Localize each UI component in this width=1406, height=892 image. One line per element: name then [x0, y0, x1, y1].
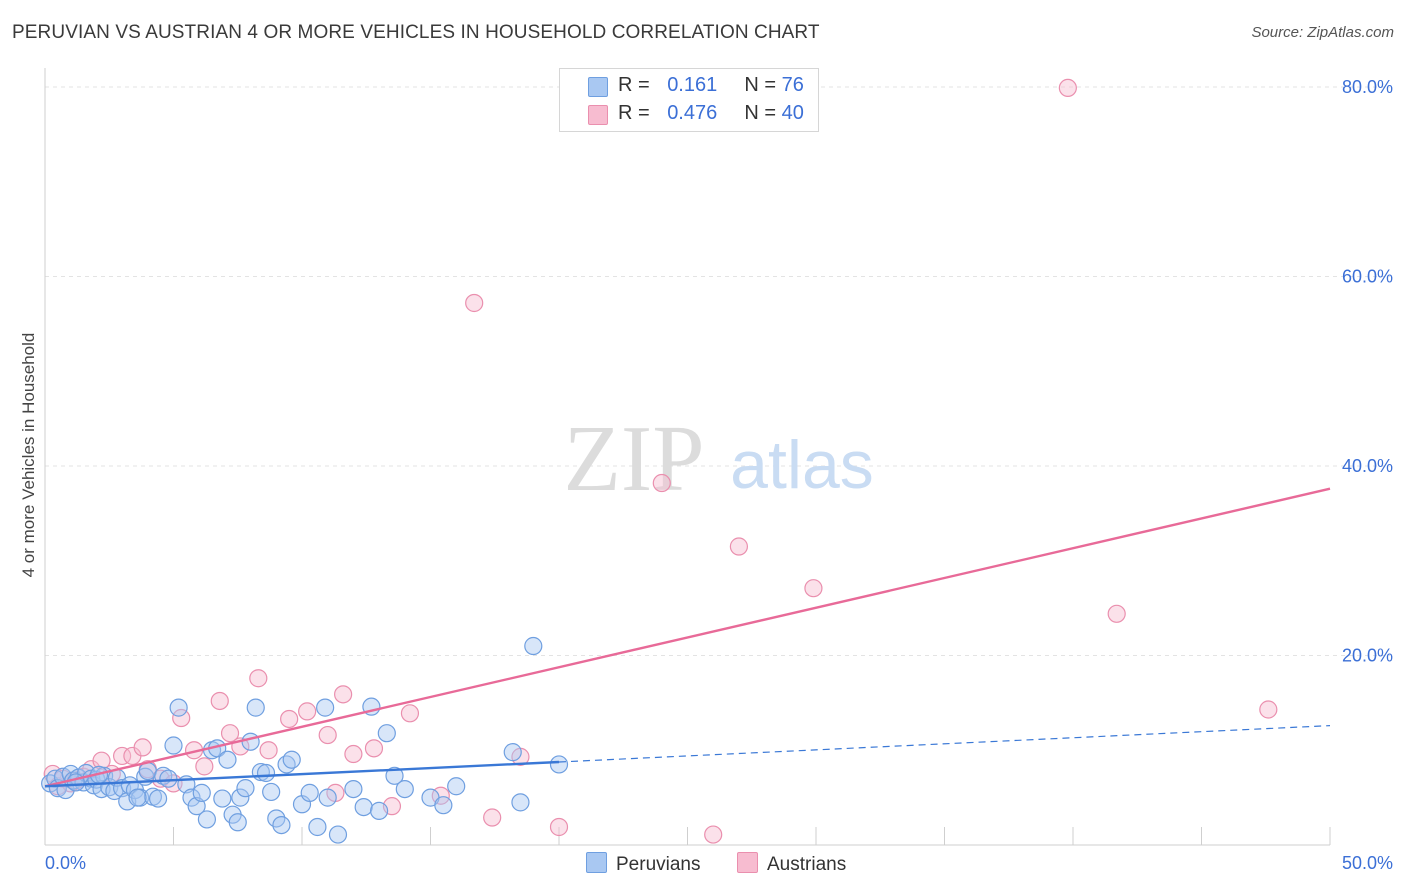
bottom-legend-swatch-peruvians: [586, 852, 607, 873]
austrian-point: [344, 744, 363, 764]
austrian-point: [280, 709, 299, 729]
legend-r-value: 0.161: [667, 74, 718, 96]
austrian-point: [92, 751, 111, 770]
peruvian-point: [511, 793, 530, 812]
peruvian-point: [231, 788, 250, 807]
austrian-point: [549, 817, 569, 837]
peruvian-point: [524, 636, 543, 656]
austrian-point: [465, 293, 484, 313]
peruvian-point: [395, 779, 414, 799]
austrian-point: [112, 746, 132, 766]
peruvian-point: [256, 763, 276, 783]
x-tick-label: 50.0%: [1342, 853, 1393, 873]
austrian-point: [133, 738, 152, 757]
austrian-point: [298, 702, 317, 721]
austrian-point: [249, 669, 268, 688]
watermark-atlas: atlas: [730, 427, 874, 503]
bottom-legend-peruvians: Peruvians: [586, 852, 701, 876]
peruvian-point: [344, 779, 363, 799]
peruvian-point: [377, 724, 396, 743]
peruvian-point: [197, 810, 217, 829]
legend-n-label: N =: [744, 102, 777, 124]
austrian-point: [1259, 700, 1278, 719]
peruvian-point: [164, 736, 183, 755]
austrian-point: [220, 724, 240, 743]
y-tick-label: 20.0%: [1342, 645, 1393, 665]
watermark: ZIP atlas: [564, 407, 874, 511]
legend-n-value: 40: [781, 102, 804, 124]
y-tick-label: 80.0%: [1342, 77, 1393, 97]
bottom-legend-swatch-austrians: [737, 852, 758, 873]
peruvian-point: [192, 783, 211, 802]
x-tick-label: 0.0%: [45, 853, 86, 873]
austrian-point: [334, 685, 353, 704]
peruvian-point: [354, 797, 373, 817]
austrian-point: [318, 725, 337, 745]
source-credit: Source: ZipAtlas.com: [1251, 24, 1394, 41]
peruvian-point: [385, 766, 404, 785]
peruvian-point: [246, 698, 265, 717]
peruvian-point: [503, 743, 522, 762]
austrian-point: [1058, 78, 1077, 97]
peruvian-point: [159, 769, 178, 788]
bottom-legend-label-austrians: Austrians: [767, 854, 847, 875]
austrian-trend-line: [44, 487, 1331, 788]
austrian-point: [210, 691, 229, 711]
peruvian-point: [272, 816, 291, 835]
peruvian-point: [213, 789, 232, 808]
austrian-point: [652, 473, 671, 493]
peruvian-point: [128, 788, 147, 807]
peruvian-point: [370, 801, 389, 820]
peruvian-point: [182, 788, 201, 807]
peruvian-point: [308, 817, 327, 837]
peruvian-trend-line: [44, 760, 560, 788]
peruvian-point: [434, 796, 453, 815]
peruvian-point: [318, 788, 337, 807]
bottom-legend-austrians: Austrians: [737, 852, 846, 876]
austrian-point: [364, 739, 384, 758]
peruvian-point: [148, 789, 168, 808]
peruvian-point: [138, 761, 157, 781]
legend: R = 0.161 N = 76 R = 0.476 N = 40: [559, 68, 819, 132]
bottom-legend-label-peruvians: Peruvians: [616, 854, 701, 875]
legend-swatch-peruvians: [588, 77, 608, 97]
legend-n-label: N =: [744, 74, 777, 96]
legend-swatch-austrians: [588, 105, 608, 125]
peruvian-point: [218, 750, 237, 769]
peruvian-point: [300, 783, 319, 802]
austrian-point: [259, 741, 278, 760]
austrian-point: [400, 704, 420, 723]
austrian-point: [804, 579, 823, 598]
peruvian-point: [549, 755, 569, 774]
peruvian-point: [241, 732, 260, 751]
austrian-point: [483, 808, 502, 827]
watermark-zip: ZIP: [564, 407, 705, 511]
peruvian-point: [282, 750, 301, 769]
peruvian-point: [447, 777, 466, 796]
peruvian-point: [328, 825, 348, 844]
chart-title: PERUVIAN VS AUSTRIAN 4 OR MORE VEHICLES …: [12, 22, 820, 43]
y-tick-label: 40.0%: [1342, 456, 1393, 476]
peruvian-point: [316, 698, 335, 717]
legend-r-label: R =: [618, 74, 650, 96]
peruvian-point: [236, 779, 255, 798]
austrian-point: [729, 537, 749, 556]
y-tick-label: 60.0%: [1342, 266, 1393, 286]
peruvian-point: [262, 782, 281, 802]
peruvian-point: [228, 813, 247, 832]
austrian-point: [704, 825, 723, 844]
legend-r-label: R =: [618, 102, 650, 124]
legend-n-value: 76: [781, 74, 804, 96]
peruvian-trend-extension: [558, 725, 1331, 763]
legend-r-value: 0.476: [667, 102, 718, 124]
austrian-point: [195, 757, 214, 776]
austrian-point: [172, 708, 191, 728]
austrian-point: [1107, 604, 1126, 623]
peruvian-point: [169, 698, 188, 717]
